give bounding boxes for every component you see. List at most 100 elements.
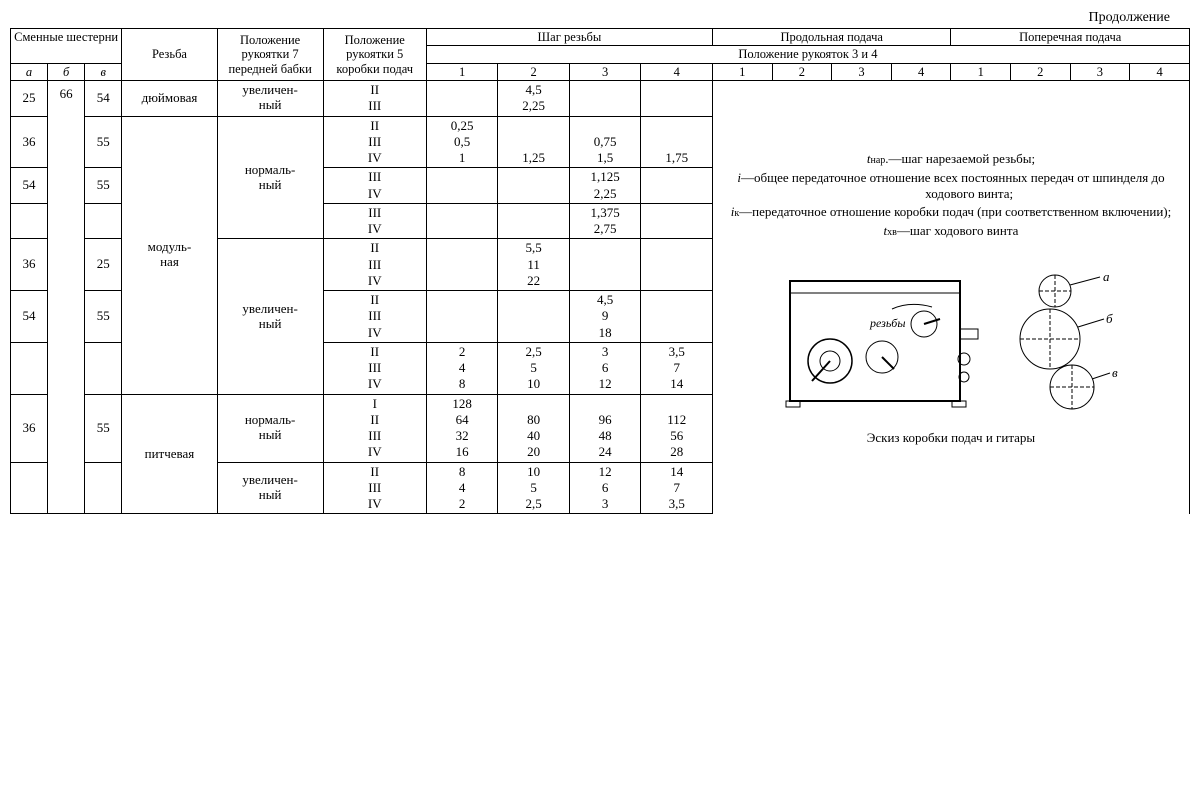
hdr-l3: 3 xyxy=(832,63,892,80)
cell-c2: 4,52,25 xyxy=(498,81,570,117)
cell-mode: увеличен-ный xyxy=(217,239,323,394)
hdr-thread: Резьба xyxy=(122,29,217,81)
cell-c1: 0,250,51 xyxy=(426,116,498,168)
cell-mode: нормаль-ный xyxy=(217,394,323,462)
cell-a: 36 xyxy=(11,116,48,168)
cell-c3 xyxy=(569,81,641,117)
def-txv: tхв—шаг ходового винта xyxy=(721,223,1181,240)
cell-c2: 1052,5 xyxy=(498,462,570,514)
cell-c1: 842 xyxy=(426,462,498,514)
cell-c4 xyxy=(641,168,713,204)
cell-v: 54 xyxy=(85,81,122,117)
hdr-pos5: Положение рукоятки 5 коробки подач xyxy=(323,29,426,81)
cell-c2: 1,25 xyxy=(498,116,570,168)
hdr-p1: 1 xyxy=(426,63,498,80)
hdr-c4: 4 xyxy=(1130,63,1190,80)
cell-c3: 1263 xyxy=(569,462,641,514)
hdr-pos7: Положение рукоятки 7 передней бабки xyxy=(217,29,323,81)
cell-c2: 2,5510 xyxy=(498,342,570,394)
cell-c2: 5,51122 xyxy=(498,239,570,291)
cell-c1 xyxy=(426,168,498,204)
cell-c1 xyxy=(426,239,498,291)
hdr-b: б xyxy=(48,63,85,80)
cell-c1: 128643216 xyxy=(426,394,498,462)
cell-thread: дюймовая xyxy=(122,81,217,117)
cell-a: 54 xyxy=(11,291,48,343)
hdr-c2: 2 xyxy=(1011,63,1071,80)
cell-v: 55 xyxy=(85,394,122,462)
diagram-wrap: резьбы а б в xyxy=(721,269,1181,419)
cell-v xyxy=(85,203,122,239)
feed-table: Сменные шестерни Резьба Положение рукоят… xyxy=(10,28,1190,514)
hdr-a: а xyxy=(11,63,48,80)
cell-c4 xyxy=(641,81,713,117)
hdr-p4: 4 xyxy=(641,63,713,80)
cell-c3: 4,5918 xyxy=(569,291,641,343)
cell-b: 66 xyxy=(48,81,85,514)
hdr-longfeed: Продольная подача xyxy=(712,29,950,46)
cell-v: 55 xyxy=(85,116,122,168)
cell-c3: 964824 xyxy=(569,394,641,462)
cell-v: 25 xyxy=(85,239,122,291)
cell-v: 55 xyxy=(85,291,122,343)
cell-c3: 3612 xyxy=(569,342,641,394)
hdr-c3: 3 xyxy=(1070,63,1130,80)
svg-text:в: в xyxy=(1112,365,1118,380)
cell-c2: 804020 xyxy=(498,394,570,462)
def-tnar: tнар.—шаг нарезаемой резьбы; xyxy=(721,151,1181,168)
cell-c1 xyxy=(426,203,498,239)
cell-c4: 1125628 xyxy=(641,394,713,462)
cell-pos5: IIIIIIV xyxy=(323,116,426,168)
hdr-l1: 1 xyxy=(712,63,772,80)
cell-c4 xyxy=(641,203,713,239)
cell-v xyxy=(85,342,122,394)
definitions-block: tнар.—шаг нарезаемой резьбы; i—общее пер… xyxy=(721,151,1181,239)
cell-c4 xyxy=(641,239,713,291)
cell-c4: 1,75 xyxy=(641,116,713,168)
cell-mode: увеличен-ный xyxy=(217,81,323,117)
cell-pos5: IIIIV xyxy=(323,203,426,239)
cell-v xyxy=(85,462,122,514)
cell-pos5: IIIIIIIV xyxy=(323,394,426,462)
cell-v: 55 xyxy=(85,168,122,204)
svg-text:б: б xyxy=(1106,311,1113,326)
gear-train-sketch: а б в xyxy=(1000,269,1120,419)
def-ik: iк—передаточное отношение коробки подач … xyxy=(721,204,1181,221)
hdr-c1: 1 xyxy=(951,63,1011,80)
cell-c2 xyxy=(498,168,570,204)
cell-a: 25 xyxy=(11,81,48,117)
cell-pos5: IIIIIIV xyxy=(323,342,426,394)
cell-mode: нормаль-ный xyxy=(217,116,323,239)
cell-c2 xyxy=(498,291,570,343)
cell-c3: 0,751,5 xyxy=(569,116,641,168)
cell-thread: модуль-ная xyxy=(122,116,217,394)
cell-c1 xyxy=(426,291,498,343)
hdr-p2: 2 xyxy=(498,63,570,80)
cell-mode: увеличен-ный xyxy=(217,462,323,514)
cell-a: 54 xyxy=(11,168,48,204)
hdr-crossfeed: Поперечная подача xyxy=(951,29,1190,46)
cell-a: 36 xyxy=(11,239,48,291)
cell-a xyxy=(11,462,48,514)
cell-a xyxy=(11,203,48,239)
cell-c1: 248 xyxy=(426,342,498,394)
cell-pos5: IIIIIIV xyxy=(323,462,426,514)
svg-text:резьбы: резьбы xyxy=(869,316,905,330)
cell-a: 36 xyxy=(11,394,48,462)
continuation-label: Продолжение xyxy=(10,10,1190,26)
cell-pos5: IIIIIIV xyxy=(323,239,426,291)
diagram-caption: Эскиз коробки подач и гитары xyxy=(721,431,1181,446)
hdr-p3: 3 xyxy=(569,63,641,80)
cell-thread: питчевая xyxy=(122,394,217,514)
hdr-gears: Сменные шестерни xyxy=(11,29,122,46)
gearbox-sketch: резьбы xyxy=(782,269,982,419)
hdr-l4: 4 xyxy=(891,63,951,80)
svg-text:а: а xyxy=(1103,269,1110,284)
cell-c3: 1,3752,75 xyxy=(569,203,641,239)
hdr-pitch: Шаг резьбы xyxy=(426,29,712,46)
cell-c4: 1473,5 xyxy=(641,462,713,514)
cell-pos5: IIIIIIV xyxy=(323,291,426,343)
cell-c4 xyxy=(641,291,713,343)
cell-pos5: IIIIV xyxy=(323,168,426,204)
hdr-v: в xyxy=(85,63,122,80)
